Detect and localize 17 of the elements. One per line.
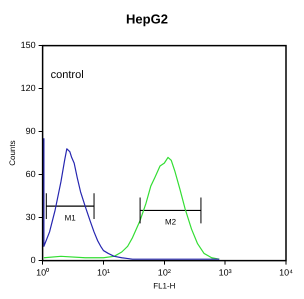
y-tick-label: 150 [20, 40, 36, 50]
annotation: control [50, 69, 84, 82]
y-tick-label: 60 [26, 169, 36, 180]
x-tick-label: 10³ [218, 267, 232, 278]
y-tick-label: 120 [20, 83, 36, 94]
series-label: M2 [164, 218, 177, 227]
chart-title: HepG2 [126, 11, 168, 26]
series-label: M1 [64, 213, 76, 222]
y-tick-label: 0 [30, 255, 36, 266]
x-tick-label: 10⁴ [279, 267, 294, 278]
x-tick-label: 10¹ [96, 267, 110, 278]
x-tick-label: 10⁰ [36, 267, 50, 278]
x-axis-title: FL1-H [153, 281, 176, 290]
y-tick-label: 90 [26, 126, 36, 136]
y-axis-title: Counts [8, 140, 18, 166]
y-tick-label: 30 [26, 212, 36, 222]
x-tick-label: 10² [158, 267, 171, 278]
